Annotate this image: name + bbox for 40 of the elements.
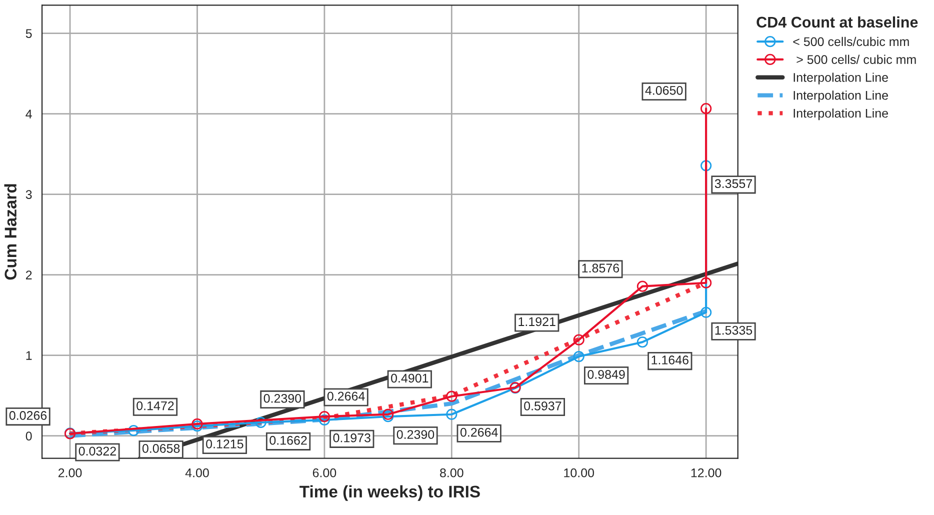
y-axis-title: Cum Hazard	[4, 184, 17, 280]
x-axis-title: Time (in weeks) to IRIS	[300, 485, 480, 501]
legend-label: > 500 cells/ cubic mm	[796, 54, 916, 64]
data-label: 1.5335	[715, 326, 752, 335]
data-label: 0.2390	[264, 394, 302, 403]
data-label: 3.3557	[714, 179, 752, 188]
data-label: 0.1472	[136, 401, 174, 410]
legend-label: < 500 cells/cubic mm	[793, 36, 909, 46]
y-tick-label: 4	[26, 110, 32, 118]
data-label: 0.5937	[524, 402, 562, 410]
data-label: 0.1973	[333, 433, 370, 442]
data-label: 0.2664	[327, 392, 365, 401]
data-label: 0.1215	[206, 440, 244, 448]
legend-label: Interpolation Line	[794, 72, 888, 84]
x-tick-label: 6.00	[312, 468, 336, 478]
legend-title: CD4 Count at baseline	[756, 16, 918, 28]
x-tick-label: 8.00	[440, 468, 464, 478]
data-label: 0.2664	[460, 428, 498, 437]
y-tick-label: 5	[26, 29, 32, 38]
x-tick-label: 10.00	[564, 468, 594, 478]
data-label: 0.9849	[588, 370, 625, 379]
data-label: 0.1662	[270, 436, 307, 445]
legend-label: Interpolation Line	[794, 108, 888, 120]
data-label: 1.1921	[518, 317, 556, 326]
y-tick-label: 3	[26, 190, 32, 199]
data-label: 1.1646	[652, 356, 688, 364]
data-label: 4.0650	[645, 86, 683, 95]
x-tick-label: 4.00	[185, 468, 209, 478]
data-label: 0.4901	[391, 374, 428, 383]
y-tick-label: 1	[26, 351, 32, 360]
data-label: 0.0322	[78, 446, 116, 456]
x-tick-label: 12.00	[691, 468, 722, 478]
legend-label: Interpolation Line	[794, 90, 888, 102]
y-tick-label: 2	[26, 270, 32, 280]
data-label: 0.2390	[396, 430, 434, 439]
data-label: 1.8576	[582, 264, 620, 273]
x-tick-label: 2.00	[58, 468, 82, 478]
y-tick-label: 0	[26, 432, 32, 440]
data-label: 0.0658	[142, 444, 180, 453]
data-label: 0.0266	[9, 411, 47, 420]
